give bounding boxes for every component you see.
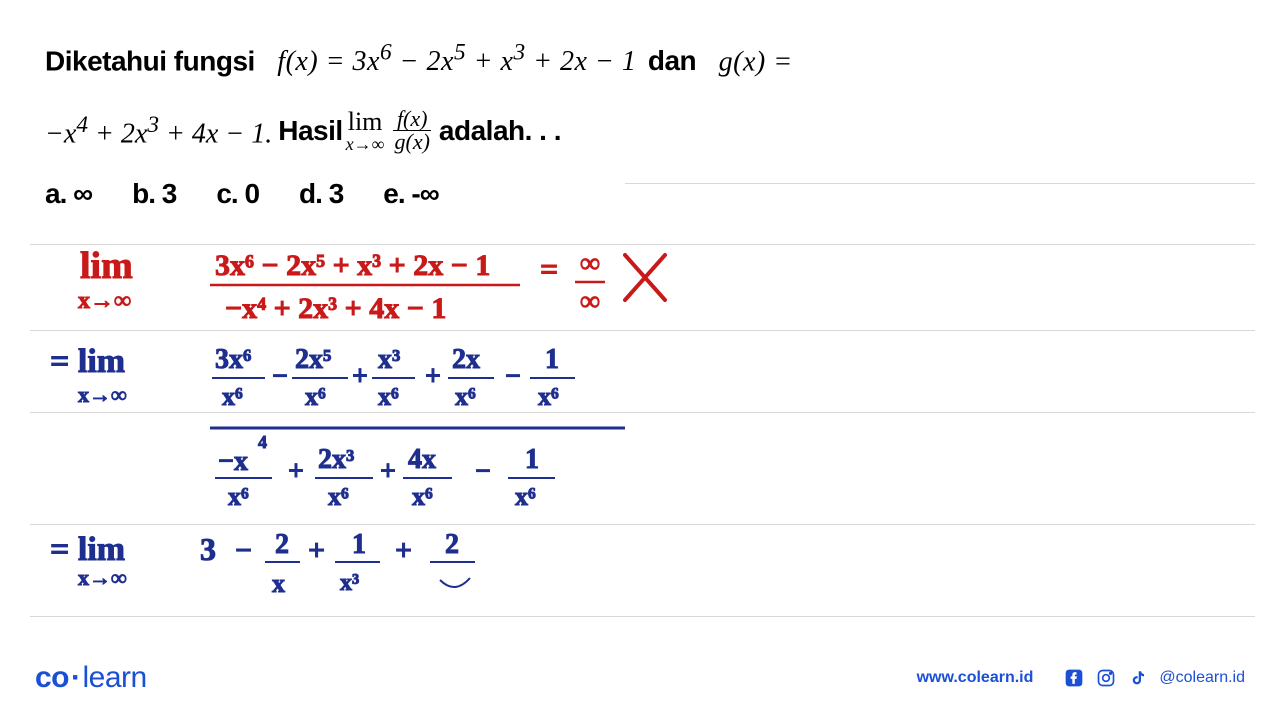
svg-text:+: + <box>352 361 368 392</box>
limit-notation: lim x→∞ <box>346 109 385 153</box>
ruled-line <box>30 412 1255 413</box>
hand-sub-3: x→∞ <box>78 565 127 590</box>
hand-eq-lim-2: = lim <box>50 343 125 380</box>
hand-s2-d2t: 2x³ <box>318 444 354 475</box>
option-d: d. 3 <box>299 178 343 210</box>
ruled-line <box>30 616 1255 617</box>
hand-lim-1: lim <box>80 245 133 287</box>
hand-sub-1: x→∞ <box>78 288 131 314</box>
limit-subscript: x→∞ <box>346 135 385 153</box>
svg-text:−: − <box>475 456 491 487</box>
instagram-icon <box>1095 667 1117 689</box>
svg-text:+: + <box>308 534 325 567</box>
problem-line-2: −x4 + 2x3 + 4x − 1. Hasil lim x→∞ f(x) g… <box>45 108 1250 153</box>
logo-dot: · <box>71 661 81 694</box>
hand-s2-n5b: x⁶ <box>538 382 559 411</box>
hand-s2-n1t: 3x⁶ <box>215 344 251 375</box>
hand-s3-x3: x³ <box>340 570 359 596</box>
svg-text:+: + <box>395 534 412 567</box>
svg-text:−: − <box>235 534 252 567</box>
word-adalah: adalah. . . <box>439 115 561 147</box>
footer-url: www.colearn.id <box>917 669 1034 687</box>
fx-expression: f(x) = 3x6 − 2x5 + x3 + 2x − 1 <box>277 46 636 77</box>
svg-text:−: − <box>272 361 288 392</box>
hand-s3-2: 2 <box>275 529 289 560</box>
hand-sub-2: x→∞ <box>78 382 127 407</box>
hand-num-1: 3x⁶ − 2x⁵ + x³ + 2x − 1 <box>215 249 490 282</box>
word-dan: dan <box>648 45 696 76</box>
hand-s3-2b: 2 <box>445 529 459 560</box>
svg-text:+: + <box>380 456 396 487</box>
social-links: @colearn.id <box>1063 667 1245 689</box>
hand-s2-n1b: x⁶ <box>222 382 243 411</box>
fraction-fg: f(x) g(x) <box>391 108 434 153</box>
ruled-line <box>30 244 1255 245</box>
hand-s2-n2b: x⁶ <box>305 382 326 411</box>
footer: co·learn www.colearn.id @colearn.id <box>0 661 1280 695</box>
option-a: a. ∞ <box>45 178 92 210</box>
svg-text:+: + <box>288 456 304 487</box>
ruled-line <box>30 524 1255 525</box>
brand-logo: co·learn <box>35 661 147 695</box>
answer-options: a. ∞ b. 3 c. 0 d. 3 e. -∞ <box>45 178 1250 210</box>
hand-eq-1: = <box>540 251 558 287</box>
ruled-line <box>30 330 1255 331</box>
hand-s2-d3b: x⁶ <box>412 482 433 511</box>
hand-s2-n3b: x⁶ <box>378 382 399 411</box>
hand-s2-d2b: x⁶ <box>328 482 349 511</box>
hand-s3-1: 1 <box>352 529 366 560</box>
svg-text:−: − <box>505 361 521 392</box>
hand-inf-num: ∞ <box>580 248 600 279</box>
facebook-icon <box>1063 667 1085 689</box>
option-e: e. -∞ <box>383 178 438 210</box>
hand-s2-d1t: −x <box>218 446 248 477</box>
option-c: c. 0 <box>216 178 259 210</box>
svg-text:4: 4 <box>258 432 267 452</box>
hand-s3-3: 3 <box>200 531 216 567</box>
problem-statement: Diketahui fungsi f(x) = 3x6 − 2x5 + x3 +… <box>45 40 1250 210</box>
hand-s2-n4t: 2x <box>452 344 480 375</box>
hand-eq-lim-3: = lim <box>50 531 125 568</box>
tiktok-icon <box>1127 667 1149 689</box>
word-diketahui: Diketahui fungsi <box>45 45 255 76</box>
hand-s2-d1b: x⁶ <box>228 482 249 511</box>
svg-text:+: + <box>425 361 441 392</box>
hand-inf-den: ∞ <box>580 286 600 317</box>
social-handle: @colearn.id <box>1159 669 1245 687</box>
hand-s2-n4b: x⁶ <box>455 382 476 411</box>
option-b: b. 3 <box>132 178 176 210</box>
problem-line-1: Diketahui fungsi f(x) = 3x6 − 2x5 + x3 +… <box>45 40 1250 78</box>
hand-s2-d4b: x⁶ <box>515 482 536 511</box>
hand-s2-d4t: 1 <box>525 444 539 475</box>
word-hasil: Hasil <box>278 115 342 147</box>
hand-cross-icon <box>625 255 665 300</box>
hand-s3-x: x <box>272 569 285 598</box>
hand-den-1: −x⁴ + 2x³ + 4x − 1 <box>225 292 446 325</box>
hand-s2-n3t: x³ <box>378 344 400 375</box>
hand-s2-n5t: 1 <box>545 344 559 375</box>
hand-s2-d3t: 4x <box>408 444 436 475</box>
hand-s2-n2t: 2x⁵ <box>295 344 331 375</box>
hand-s3-partial <box>440 578 470 587</box>
gx-prefix: g(x) = <box>719 46 793 77</box>
gx-continuation: −x4 + 2x3 + 4x − 1. <box>45 112 272 150</box>
